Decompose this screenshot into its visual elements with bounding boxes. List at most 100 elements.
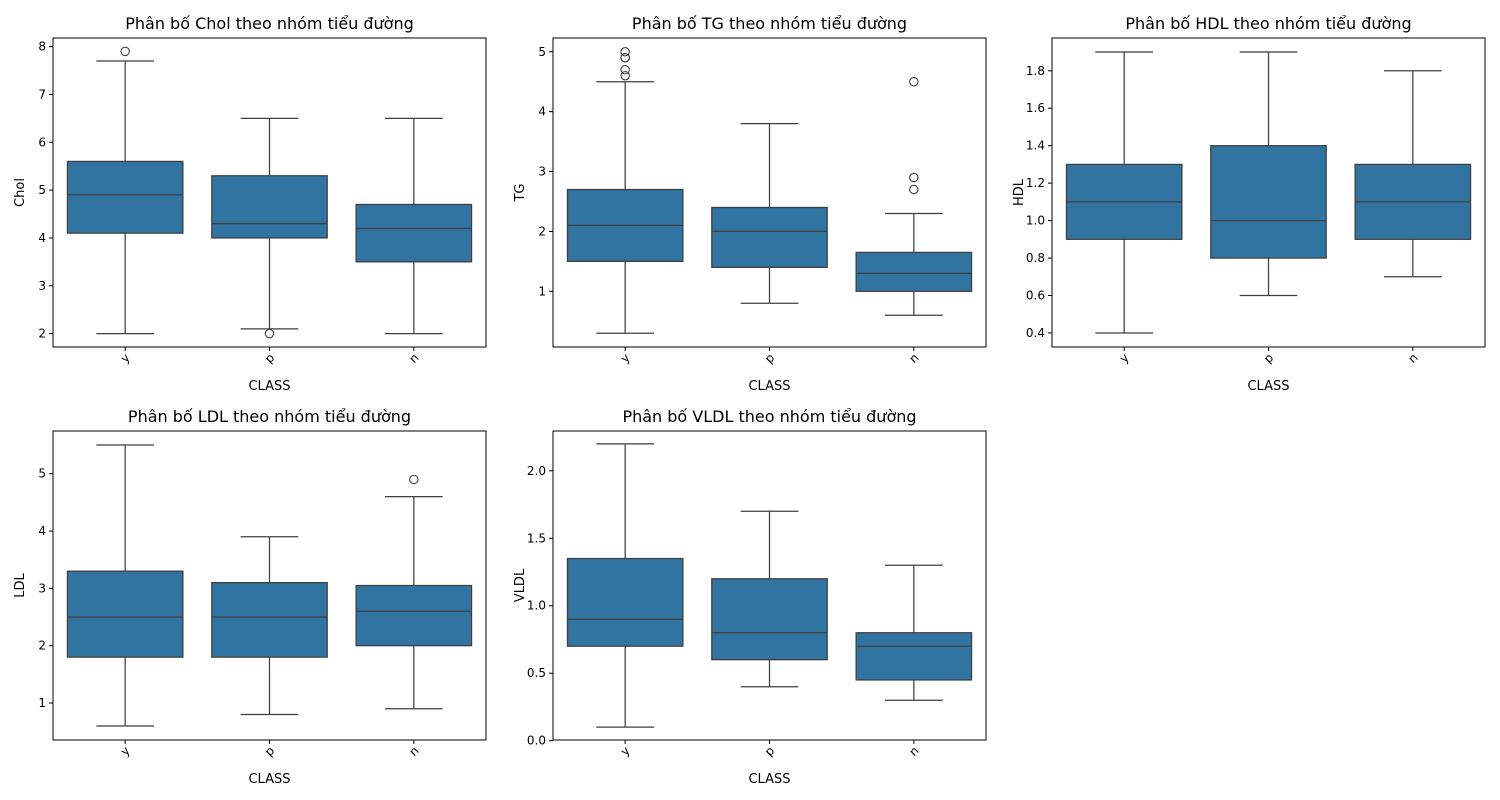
y-tick-label: 0.5 bbox=[527, 666, 546, 680]
x-tick-label: p bbox=[262, 351, 277, 366]
box-y bbox=[66, 46, 184, 335]
y-tick-label: 2 bbox=[38, 327, 46, 341]
box-y bbox=[566, 47, 684, 334]
box-y bbox=[1065, 51, 1183, 334]
iqr-box bbox=[566, 557, 684, 647]
y-tick-label: 6 bbox=[38, 135, 46, 149]
x-axis-label: CLASS bbox=[748, 379, 790, 394]
outlier-point bbox=[409, 474, 419, 485]
x-tick-label: y bbox=[118, 351, 133, 366]
axes-frame bbox=[52, 430, 487, 741]
outlier-point bbox=[620, 53, 630, 63]
x-tick-label: p bbox=[1261, 351, 1276, 366]
subplot-vldl: Phân bố VLDL theo nhóm tiểu đường 0.0 0.5 1… bbox=[513, 407, 987, 787]
x-tick-label: y bbox=[118, 744, 133, 759]
outlier-point bbox=[620, 64, 630, 75]
x-tick-label: y bbox=[618, 351, 633, 366]
chart-title: Phân bố HDL theo nhóm tiểu đường bbox=[1125, 14, 1411, 33]
y-tick-label: 5 bbox=[38, 467, 46, 481]
box-p bbox=[711, 510, 828, 688]
y-tick-label: 7 bbox=[38, 87, 46, 101]
y-tick-label: 8 bbox=[38, 40, 46, 54]
iqr-box bbox=[855, 251, 973, 292]
y-tick-label: 0.0 bbox=[527, 734, 546, 748]
y-tick-label: 5 bbox=[538, 45, 546, 59]
y-tick-label: 1.5 bbox=[527, 531, 546, 545]
y-tick-label: 3 bbox=[38, 279, 46, 293]
x-tick-label: p bbox=[262, 744, 277, 759]
y-axis-label: HDL bbox=[1012, 178, 1027, 206]
x-tick-label: n bbox=[1405, 351, 1420, 366]
box-p bbox=[211, 117, 328, 339]
y-tick-label: 4 bbox=[38, 524, 46, 538]
x-tick-label: p bbox=[762, 351, 777, 366]
iqr-box bbox=[355, 203, 473, 263]
box-p bbox=[1210, 51, 1327, 297]
y-tick-label: 2 bbox=[38, 639, 46, 653]
y-tick-label: 2 bbox=[538, 224, 546, 238]
y-axis-label: TG bbox=[513, 183, 528, 202]
x-axis-label: CLASS bbox=[248, 379, 290, 394]
outlier-point bbox=[120, 46, 130, 57]
y-tick-label: 1.8 bbox=[1026, 64, 1045, 78]
x-tick-label: y bbox=[1117, 351, 1132, 366]
subplot-ldl: Phân bố LDL theo nhóm tiểu đường 1 2 3 4 5 y p n… bbox=[13, 407, 487, 787]
y-tick-label: 1.0 bbox=[1026, 214, 1045, 228]
subplot-tg: Phân bố TG theo nhóm tiểu đường 1 2 3 4 5 y p n C… bbox=[513, 14, 987, 394]
box-n bbox=[1354, 70, 1472, 278]
y-tick-label: 1 bbox=[538, 284, 546, 298]
x-axis-label: CLASS bbox=[748, 772, 790, 787]
y-tick-label: 1.2 bbox=[1026, 176, 1045, 190]
iqr-box bbox=[1210, 145, 1327, 259]
iqr-box bbox=[66, 160, 184, 234]
x-tick-label: n bbox=[406, 744, 421, 759]
y-tick-label: 5 bbox=[38, 183, 46, 197]
x-tick-label: y bbox=[618, 744, 633, 759]
iqr-box bbox=[211, 175, 328, 239]
x-tick-label: n bbox=[406, 351, 421, 366]
y-tick-label: 1 bbox=[38, 696, 46, 710]
x-tick-label: n bbox=[906, 351, 921, 366]
chart-title: Phân bố VLDL theo nhóm tiểu đường bbox=[622, 407, 916, 426]
chart-title: Phân bố Chol theo nhóm tiểu đường bbox=[125, 14, 414, 33]
y-tick-label: 2.0 bbox=[527, 464, 546, 478]
outlier-point bbox=[909, 76, 919, 87]
iqr-box bbox=[711, 578, 828, 661]
y-tick-label: 0.6 bbox=[1026, 289, 1045, 303]
chart-title: Phân bố LDL theo nhóm tiểu đường bbox=[128, 407, 411, 426]
y-tick-label: 1.6 bbox=[1026, 101, 1045, 115]
iqr-box bbox=[211, 582, 328, 658]
subplot-chol: Phân bố Chol theo nhóm tiểu đường 2 3 4 5 6 7 8… bbox=[13, 14, 487, 394]
x-tick-label: p bbox=[762, 744, 777, 759]
iqr-box bbox=[711, 206, 828, 268]
iqr-box bbox=[66, 570, 184, 658]
y-tick-label: 1.4 bbox=[1026, 139, 1045, 153]
y-tick-label: 0.8 bbox=[1026, 251, 1045, 265]
box-n bbox=[355, 117, 473, 335]
box-n bbox=[855, 76, 973, 316]
chart-title: Phân bố TG theo nhóm tiểu đường bbox=[632, 14, 907, 33]
y-tick-label: 0.4 bbox=[1026, 326, 1045, 340]
box-n bbox=[855, 564, 973, 701]
outlier-point bbox=[620, 70, 630, 81]
box-y bbox=[66, 444, 184, 727]
y-axis-label: VLDL bbox=[513, 568, 528, 602]
y-tick-label: 4 bbox=[38, 231, 46, 245]
outlier-point bbox=[909, 184, 919, 195]
box-y bbox=[566, 443, 684, 728]
y-axis-label: Chol bbox=[13, 178, 28, 207]
y-axis-label: LDL bbox=[13, 572, 28, 597]
x-axis-label: CLASS bbox=[1247, 379, 1289, 394]
outlier-point bbox=[264, 328, 275, 339]
axes-frame bbox=[1051, 37, 1486, 348]
y-tick-label: 3 bbox=[538, 165, 546, 179]
iqr-box bbox=[355, 584, 473, 647]
y-tick-label: 4 bbox=[538, 105, 546, 119]
axes-frame bbox=[552, 37, 987, 348]
box-p bbox=[211, 536, 328, 716]
x-tick-label: n bbox=[906, 744, 921, 759]
outlier-point bbox=[620, 47, 630, 57]
subplot-hdl: Phân bố HDL theo nhóm tiểu đường 0.4 0.6 0.… bbox=[1012, 14, 1486, 394]
box-p bbox=[711, 123, 828, 304]
